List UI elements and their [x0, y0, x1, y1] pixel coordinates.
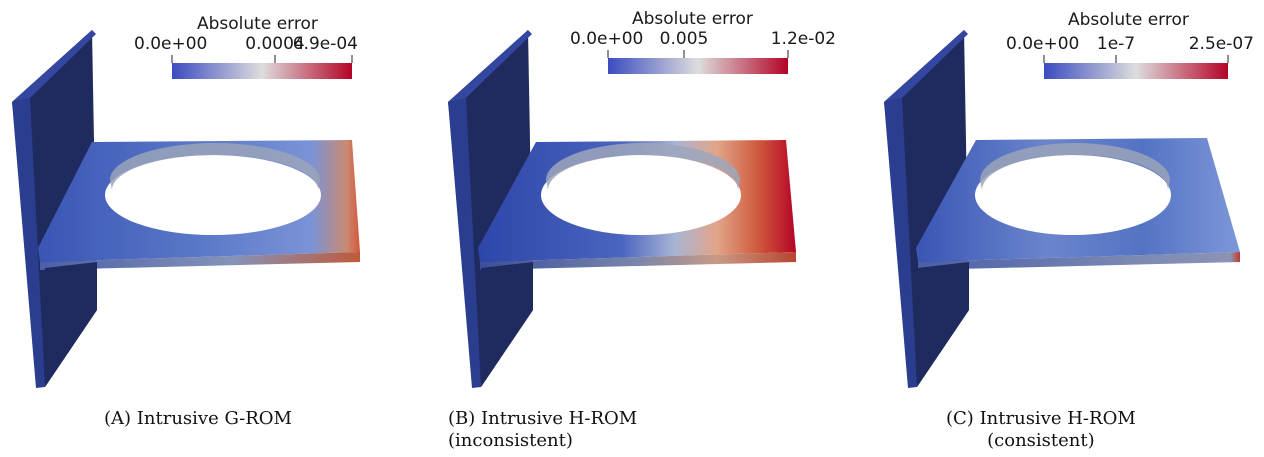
- beam-render-a: [12, 30, 360, 388]
- caption-text: Intrusive G-ROM: [136, 408, 292, 429]
- caption-a: (A) Intrusive G-ROM: [104, 408, 292, 430]
- colorbar-mid-label: 0.005: [659, 29, 709, 49]
- plate-edge: [40, 252, 360, 270]
- colorbar-min-label: 0.0e+00: [570, 29, 644, 49]
- caption-subtext: (consistent): [987, 430, 1095, 451]
- beam-render-c: [884, 30, 1240, 388]
- colorbar-title: Absolute error: [632, 9, 753, 29]
- caption-text: Intrusive H-ROM: [481, 408, 638, 429]
- caption-subtext: (inconsistent): [448, 430, 573, 451]
- colorbar-a: [172, 63, 352, 79]
- colorbar-c: [1044, 63, 1228, 79]
- colorbar-title: Absolute error: [197, 14, 318, 34]
- web-side: [12, 98, 45, 388]
- colorbar-mid-label: 0.0004: [245, 34, 305, 54]
- colorbar-min-label: 0.0e+00: [1006, 34, 1080, 54]
- panel-c: Absolute error 0.0e+00 1e-7 2.5e-07 (C) …: [872, 0, 1264, 457]
- caption-text: Intrusive H-ROM: [979, 408, 1136, 429]
- caption-label: (B): [448, 408, 476, 429]
- panel-a: Absolute error 0.0e+00 0.0004 6.9e-04 (A…: [0, 0, 421, 457]
- colorbar-b: [608, 58, 788, 74]
- panel-b: Absolute error 0.0e+00 0.005 1.2e-02 (B)…: [436, 0, 857, 457]
- colorbar-max-label: 1.2e-02: [770, 29, 836, 49]
- colorbar-max-label: 2.5e-07: [1188, 34, 1254, 54]
- caption-b: (B) Intrusive H-ROM (inconsistent): [448, 408, 637, 452]
- colorbar-min-label: 0.0e+00: [134, 34, 208, 54]
- caption-c: (C) Intrusive H-ROM (consistent): [946, 408, 1136, 452]
- caption-label: (C): [946, 408, 974, 429]
- caption-label: (A): [104, 408, 132, 429]
- colorbar-mid-label: 1e-7: [1096, 34, 1136, 54]
- colorbar-max-label: 6.9e-04: [292, 34, 358, 54]
- colorbar-title: Absolute error: [1068, 10, 1189, 30]
- plate-top: [38, 140, 360, 262]
- beam-render-b: [448, 30, 796, 388]
